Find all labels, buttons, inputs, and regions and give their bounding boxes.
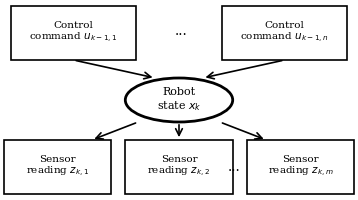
FancyBboxPatch shape — [222, 6, 347, 60]
FancyBboxPatch shape — [247, 140, 354, 194]
Text: Robot
state $x_k$: Robot state $x_k$ — [157, 87, 201, 113]
Text: ...: ... — [174, 24, 187, 38]
Ellipse shape — [125, 78, 233, 122]
Text: Control
command $u_{k-1,n}$: Control command $u_{k-1,n}$ — [240, 21, 329, 45]
Text: Sensor
reading $z_{k,2}$: Sensor reading $z_{k,2}$ — [147, 155, 211, 179]
FancyBboxPatch shape — [125, 140, 233, 194]
FancyBboxPatch shape — [4, 140, 111, 194]
FancyBboxPatch shape — [11, 6, 136, 60]
Text: ...: ... — [228, 160, 241, 174]
Text: Control
command $u_{k-1,1}$: Control command $u_{k-1,1}$ — [29, 21, 118, 45]
Text: Sensor
reading $z_{k,1}$: Sensor reading $z_{k,1}$ — [26, 155, 89, 179]
Text: Sensor
reading $z_{k,m}$: Sensor reading $z_{k,m}$ — [268, 155, 334, 179]
